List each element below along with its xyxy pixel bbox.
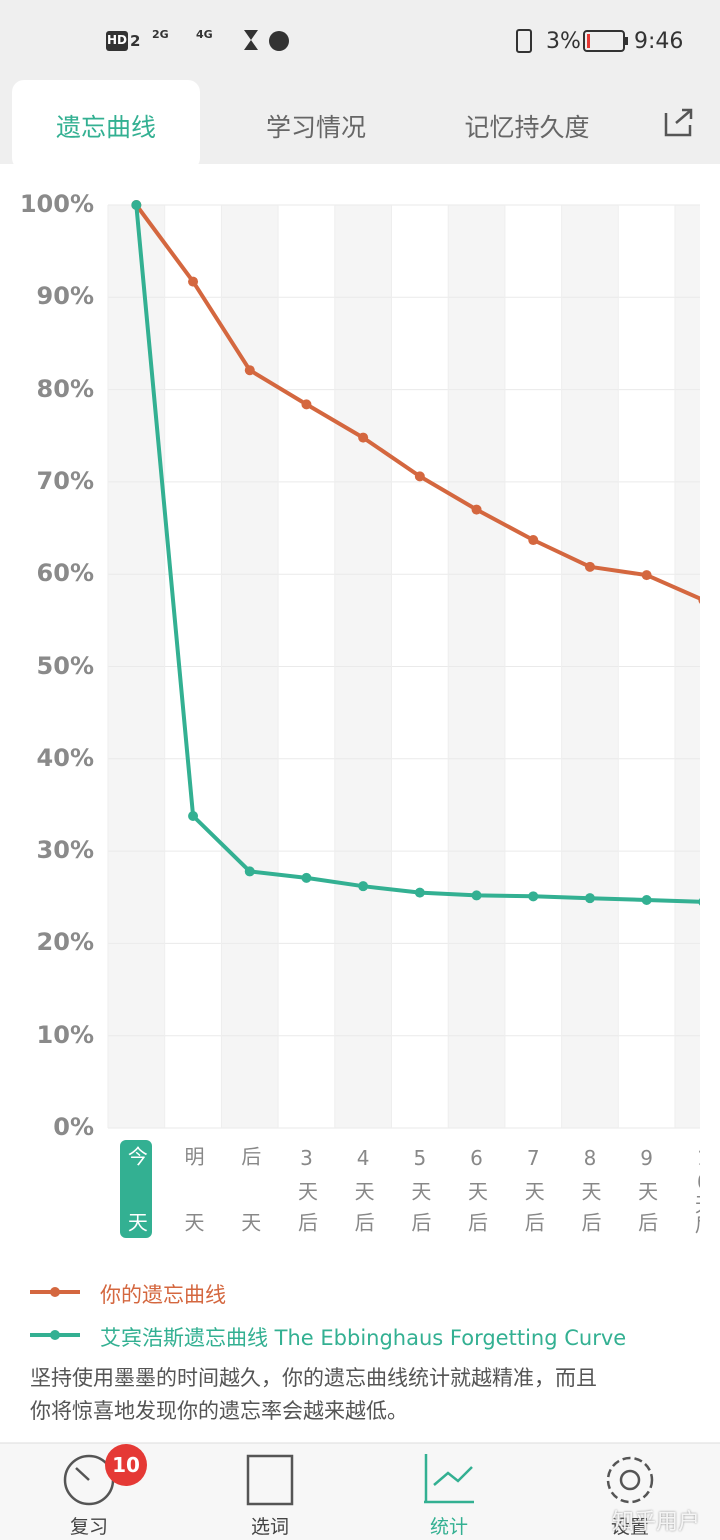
y-tick-label: 50% xyxy=(36,651,94,680)
settings-icon-core xyxy=(619,1469,641,1491)
y-tick-label: 70% xyxy=(36,466,94,495)
nav-label[interactable]: 设置 xyxy=(610,1516,649,1538)
data-point xyxy=(471,504,482,515)
signal-label: 2G xyxy=(152,28,169,41)
settings-icon[interactable] xyxy=(606,1456,654,1504)
data-point xyxy=(244,365,255,376)
x-tick-label: 5天后 xyxy=(407,1146,432,1232)
signal-label: 4G xyxy=(196,28,213,41)
y-tick-label: 100% xyxy=(19,190,94,218)
data-point xyxy=(698,596,700,604)
x-tick-label: 7天后 xyxy=(521,1146,546,1232)
battery-level xyxy=(587,34,590,48)
legend-dot xyxy=(50,1287,60,1297)
battery-tip xyxy=(625,37,628,45)
data-point xyxy=(528,535,539,546)
review-needle xyxy=(75,1467,90,1481)
x-tick-label: 3天后 xyxy=(294,1146,319,1232)
data-point xyxy=(414,887,425,898)
app-icon xyxy=(269,31,289,51)
note: 坚持使用墨墨的时间越久，你的遗忘曲线统计就越精准，而且 xyxy=(30,1366,597,1390)
data-point xyxy=(471,890,482,901)
x-axis: 今天 明天 后天 3天后 4天后 5天后 6天后 7天后 8天后 9天后 10天后 xyxy=(124,1146,700,1234)
y-tick-label: 0% xyxy=(53,1113,94,1141)
x-tick-label: 9天后 xyxy=(634,1146,659,1232)
data-point xyxy=(358,432,369,443)
data-point xyxy=(584,893,595,904)
nav-label[interactable]: 统计 xyxy=(429,1516,468,1538)
share-icon xyxy=(664,108,693,137)
legend-label: 你的遗忘曲线 xyxy=(100,1283,226,1307)
badge: 10 xyxy=(112,1453,140,1477)
tab[interactable]: 遗忘曲线 xyxy=(55,113,156,142)
data-point xyxy=(244,866,255,877)
y-tick-label: 30% xyxy=(36,836,94,865)
plot xyxy=(107,200,700,1129)
tab[interactable]: 学习情况 xyxy=(265,113,366,142)
words-icon[interactable] xyxy=(246,1454,294,1506)
battery-label: 3% xyxy=(546,29,581,54)
tab[interactable]: 记忆持久度 xyxy=(464,113,590,142)
watermark: 知乎用户 xyxy=(612,1510,701,1535)
stats-icon[interactable] xyxy=(424,1454,473,1502)
note: 你将惊喜地发现你的遗忘率会越来越低。 xyxy=(30,1399,408,1423)
y-tick-label: 20% xyxy=(36,928,94,957)
data-point xyxy=(131,200,142,210)
hd-icon xyxy=(106,31,128,51)
today-highlight xyxy=(120,1140,152,1238)
data-point xyxy=(528,891,539,902)
data-point xyxy=(641,895,652,906)
legend-label: 艾宾浩斯遗忘曲线 The Ebbinghaus Forgetting Curve xyxy=(100,1326,627,1350)
hourglass-icon xyxy=(244,30,258,50)
x-tick-label: 6天后 xyxy=(464,1146,489,1232)
x-tick-label: 10天后 xyxy=(691,1146,700,1234)
data-point xyxy=(301,399,312,410)
y-tick-label: 10% xyxy=(36,1020,94,1049)
x-tick-label: 后天 xyxy=(237,1146,262,1232)
active-tab-bg xyxy=(12,80,200,170)
data-point xyxy=(358,881,369,892)
legend-dot xyxy=(50,1330,60,1340)
data-point xyxy=(414,471,425,482)
data-point xyxy=(301,872,312,883)
x-tick-label: 今天 xyxy=(124,1146,149,1232)
x-tick-label: 4天后 xyxy=(351,1146,376,1232)
data-point xyxy=(641,570,652,581)
sim-label: 2 xyxy=(130,32,141,50)
data-point xyxy=(584,561,595,572)
nav-label[interactable]: 复习 xyxy=(69,1516,108,1538)
badge-bg xyxy=(105,1444,147,1486)
x-tick-label: 明天 xyxy=(181,1146,206,1232)
data-point xyxy=(188,811,199,822)
clock: 9:46 xyxy=(634,29,684,54)
data-point xyxy=(698,898,700,906)
y-tick-label: 60% xyxy=(36,559,94,588)
nav-label[interactable]: 选词 xyxy=(250,1516,289,1538)
data-point xyxy=(188,276,199,287)
y-tick-label: 40% xyxy=(36,743,94,772)
y-tick-label: 90% xyxy=(36,282,94,311)
y-tick-label: 80% xyxy=(36,374,94,403)
battery-icon xyxy=(583,30,625,52)
vibrate-icon xyxy=(516,29,532,53)
x-tick-label: 8天后 xyxy=(577,1146,602,1232)
hd-label: HD xyxy=(107,33,128,47)
